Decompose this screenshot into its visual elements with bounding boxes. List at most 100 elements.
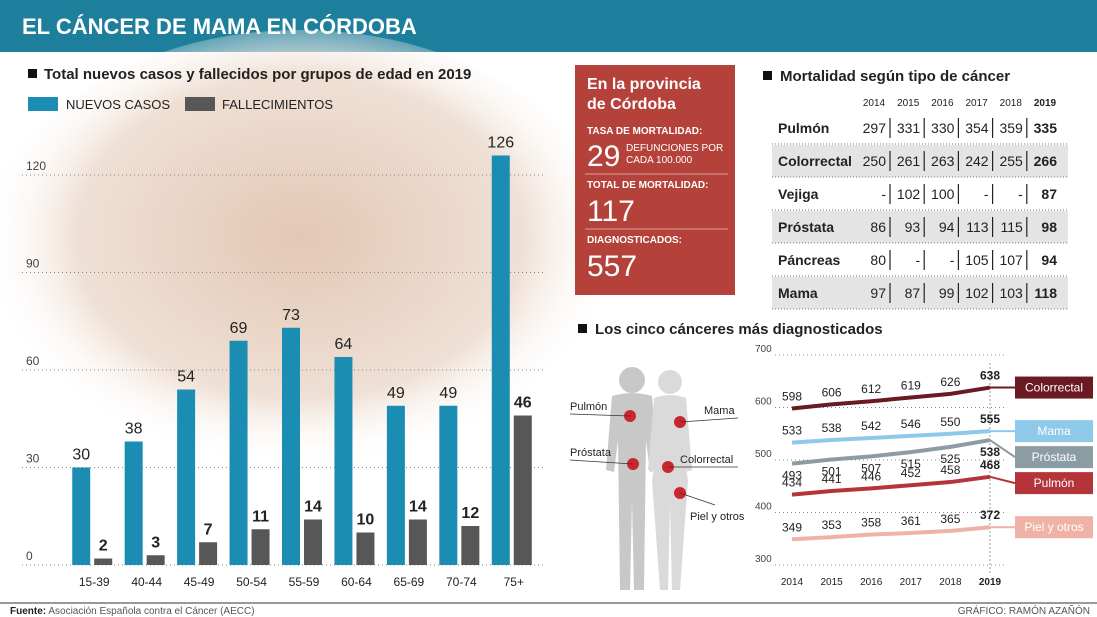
cell: 94 [939, 219, 955, 235]
table-title: Mortalidad según tipo de cáncer [780, 68, 1010, 85]
row-label: Vejiga [778, 186, 819, 202]
value-label: 353 [822, 518, 842, 532]
value-label: 126 [487, 135, 514, 152]
bar [252, 529, 270, 565]
value-label: 3 [151, 534, 160, 551]
value-label: 365 [940, 512, 960, 526]
value-label: 14 [304, 499, 322, 516]
bar-chart-title: Total nuevos casos y fallecidos por grup… [44, 66, 471, 83]
summary-title: de Córdoba [587, 96, 676, 113]
cell: 261 [897, 153, 921, 169]
value-label: 538 [822, 421, 842, 435]
value-label: 533 [782, 424, 802, 438]
value-label: 550 [940, 415, 960, 429]
value-label: 38 [125, 421, 143, 438]
bar [230, 341, 248, 565]
cell: 102 [965, 285, 989, 301]
summary-value: 117 [587, 195, 635, 228]
value-label: 555 [980, 412, 1000, 426]
female-head [658, 370, 682, 394]
x-tick-label: 45-49 [184, 575, 215, 589]
bar [282, 328, 300, 565]
cell: 266 [1034, 153, 1058, 169]
summary-unit: CADA 100.000 [626, 155, 693, 166]
cell: 354 [965, 120, 989, 136]
cell: 87 [1041, 186, 1057, 202]
value-label: 64 [335, 336, 353, 353]
y-tick-label: 600 [755, 397, 772, 408]
legend-swatch [28, 97, 58, 111]
organ-label: Mama [704, 405, 735, 417]
row-label: Pulmón [778, 120, 829, 136]
cell: 94 [1041, 252, 1057, 268]
cell: 113 [966, 219, 989, 235]
value-label: 30 [72, 447, 90, 464]
legend-label: Próstata [1032, 450, 1077, 464]
bullet [578, 324, 587, 333]
x-tick-label: 40-44 [131, 575, 162, 589]
y-tick-label: 700 [755, 344, 772, 355]
column-header: 2018 [1000, 98, 1023, 109]
summary-label: TASA DE MORTALIDAD: [587, 126, 702, 137]
x-tick-label: 60-64 [341, 575, 372, 589]
value-label: 14 [409, 499, 427, 516]
summary-unit: DEFUNCIONES POR [626, 143, 723, 154]
value-label: 598 [782, 390, 802, 404]
value-label: 358 [861, 516, 881, 530]
row-label: Próstata [778, 219, 834, 235]
line-chart-title: Los cinco cánceres más diagnosticados [595, 321, 883, 338]
cell: 359 [999, 120, 1023, 136]
bar [334, 357, 352, 565]
cell: 100 [931, 186, 955, 202]
y-tick-label: 30 [26, 452, 40, 466]
value-label: 49 [387, 385, 405, 402]
x-tick-label: 2018 [939, 577, 962, 588]
bar [147, 555, 165, 565]
value-label: 452 [901, 466, 921, 480]
organ-label: Pulmón [570, 401, 607, 413]
column-header: 2015 [897, 98, 920, 109]
value-label: 542 [861, 419, 881, 433]
bar [514, 416, 532, 566]
column-header: 2017 [965, 98, 988, 109]
x-tick-label: 75+ [504, 575, 524, 589]
legend-label: Colorrectal [1025, 381, 1083, 395]
cell: 97 [870, 285, 886, 301]
cell: 105 [965, 252, 989, 268]
column-header: 2019 [1034, 98, 1057, 109]
row-label: Colorrectal [778, 153, 852, 169]
organ-label: Colorrectal [680, 454, 733, 466]
cell: 87 [905, 285, 921, 301]
value-label: 361 [901, 514, 921, 528]
y-tick-label: 120 [26, 159, 46, 173]
value-label: 434 [782, 476, 802, 490]
value-label: 7 [204, 521, 213, 538]
bar [199, 542, 217, 565]
bar [304, 520, 322, 566]
x-tick-label: 15-39 [79, 575, 110, 589]
x-tick-label: 70-74 [446, 575, 477, 589]
row-label: Mama [778, 285, 818, 301]
summary-value: 29 [587, 140, 620, 173]
cell: 330 [931, 120, 955, 136]
value-label: 12 [461, 505, 479, 522]
x-tick-label: 2016 [860, 577, 883, 588]
value-label: 612 [861, 382, 881, 396]
value-label: 468 [980, 458, 1000, 472]
legend-swatch [185, 97, 215, 111]
y-tick-label: 90 [26, 257, 40, 271]
tag-connector [990, 477, 1015, 483]
bar [387, 406, 405, 565]
value-label: 441 [822, 472, 842, 486]
value-label: 626 [940, 375, 960, 389]
cell: 118 [1034, 285, 1057, 301]
x-tick-label: 2015 [820, 577, 843, 588]
value-label: 11 [252, 508, 269, 525]
x-tick-label: 2019 [979, 577, 1002, 588]
bar [356, 533, 374, 566]
cell: 102 [897, 186, 921, 202]
value-label: 372 [980, 508, 1000, 522]
x-tick-label: 50-54 [236, 575, 267, 589]
bar [177, 390, 195, 566]
